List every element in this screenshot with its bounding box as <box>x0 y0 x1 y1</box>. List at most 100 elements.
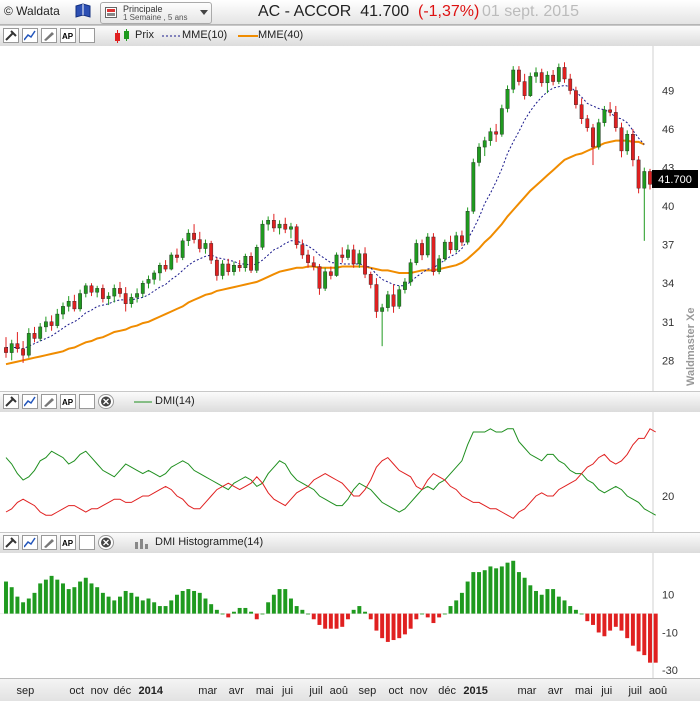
price-y-tick: 49 <box>662 86 674 98</box>
candle-body <box>328 271 333 276</box>
drawing-button[interactable] <box>41 28 57 43</box>
layout-name: Principale <box>123 4 163 14</box>
x-tick-label: aoû <box>330 685 348 697</box>
hist-bar <box>556 596 561 614</box>
ap-icon: AP <box>62 32 74 41</box>
candle-body <box>197 239 202 249</box>
hist-bar <box>112 600 117 614</box>
legend-mme40[interactable]: MME(40) <box>258 29 304 41</box>
line-chart-icon <box>24 30 36 41</box>
hist-bar <box>49 575 54 614</box>
dmi-swatch <box>134 401 152 403</box>
hist-bar <box>78 581 83 614</box>
hist-bar <box>442 613 447 615</box>
hist-bar <box>425 613 430 618</box>
candle-body <box>477 146 481 163</box>
candle-body <box>249 256 253 271</box>
hist-bar <box>15 596 20 614</box>
ap-icon: AP <box>62 539 74 548</box>
candle-body <box>254 247 259 271</box>
hist-bar <box>55 579 60 614</box>
tools-button[interactable] <box>3 28 19 43</box>
drawing-button[interactable] <box>41 535 57 550</box>
indicator-button[interactable] <box>22 28 38 43</box>
histogram-swatch <box>135 539 148 549</box>
hist-bar <box>391 613 396 641</box>
last-price-tag <box>652 170 698 188</box>
hist-bar <box>197 592 202 614</box>
candle-body <box>585 118 590 128</box>
candle-body <box>209 243 214 261</box>
x-axis: sep oct nov déc 2014 mar avr mai jui juil aoû sep oc… <box>0 678 700 701</box>
hist-bar <box>306 613 311 615</box>
hist-bar <box>106 596 111 614</box>
candle-body <box>499 108 504 135</box>
hist-bar <box>163 606 168 614</box>
candle-body <box>89 285 94 293</box>
candle-body <box>317 266 322 289</box>
legend-price[interactable]: Prix <box>135 29 154 41</box>
tools-button[interactable] <box>3 394 19 409</box>
brand-label: © Waldata <box>4 4 60 18</box>
ap-button[interactable]: AP <box>60 394 76 409</box>
book-icon[interactable] <box>74 3 92 19</box>
candle-body <box>391 294 396 307</box>
hist-bar <box>420 613 425 615</box>
candle-body <box>522 81 527 96</box>
candle-body <box>129 297 134 304</box>
legend-dmi-hist[interactable]: DMI Histogramme(14) <box>155 536 264 548</box>
hist-bar <box>249 611 254 614</box>
legend-mme10[interactable]: MME(10) <box>182 29 228 41</box>
hist-bar <box>243 607 248 614</box>
hist-bar <box>648 613 652 663</box>
legend-dmi[interactable]: DMI(14) <box>155 395 195 407</box>
hist-y-tick: 10 <box>662 590 674 602</box>
close-panel-button[interactable] <box>98 394 114 409</box>
candle-body <box>613 112 618 128</box>
candle-body <box>214 259 219 276</box>
candle-body <box>596 122 601 148</box>
price-panel[interactable]: 28 31 34 37 40 43 46 49 41.700 Waldmaster Xe <box>0 46 700 391</box>
candle-body <box>425 236 430 256</box>
mme10-line <box>6 84 645 350</box>
indicator-button[interactable] <box>22 394 38 409</box>
blank-button[interactable] <box>79 28 95 43</box>
candle-body <box>266 220 271 225</box>
hist-bar <box>38 583 43 614</box>
hist-bar <box>4 581 8 614</box>
layout-dropdown[interactable]: Principale 1 Semaine , 5 ans <box>100 2 212 24</box>
hist-bar <box>477 572 482 614</box>
candle-body <box>625 134 630 152</box>
candle-body <box>152 272 157 280</box>
x-tick-label: sep <box>358 685 376 697</box>
tools-button[interactable] <box>3 535 19 550</box>
x-tick-label: mai <box>575 685 593 697</box>
x-tick-label: 2015 <box>463 685 487 697</box>
candle-body <box>545 74 550 84</box>
hist-bar <box>534 590 538 614</box>
line-chart-icon <box>24 537 36 548</box>
hist-bar <box>135 596 140 614</box>
hist-bar <box>459 592 464 614</box>
blank-button[interactable] <box>79 535 95 550</box>
candle-body <box>283 223 288 230</box>
hist-panel[interactable]: 10 -10 -30 <box>0 553 700 678</box>
hist-bar <box>157 606 162 614</box>
hist-bar <box>551 589 556 614</box>
dmi-plus-line <box>5 428 656 516</box>
hist-bar <box>283 589 288 614</box>
ap-button[interactable]: AP <box>60 535 76 550</box>
candle-body <box>26 333 31 356</box>
ap-button[interactable]: AP <box>60 28 76 43</box>
dmi-chart: 20 <box>5 412 674 532</box>
candle-body <box>528 76 533 96</box>
candle-body <box>203 243 208 249</box>
drawing-button[interactable] <box>41 394 57 409</box>
hist-bar <box>568 606 573 614</box>
dmi-panel[interactable]: 20 <box>0 412 700 532</box>
blank-button[interactable] <box>79 394 95 409</box>
hist-y-tick: -30 <box>662 665 678 677</box>
indicator-button[interactable] <box>22 535 38 550</box>
close-panel-button[interactable] <box>98 535 114 550</box>
x-tick-label: aoû <box>649 685 667 697</box>
